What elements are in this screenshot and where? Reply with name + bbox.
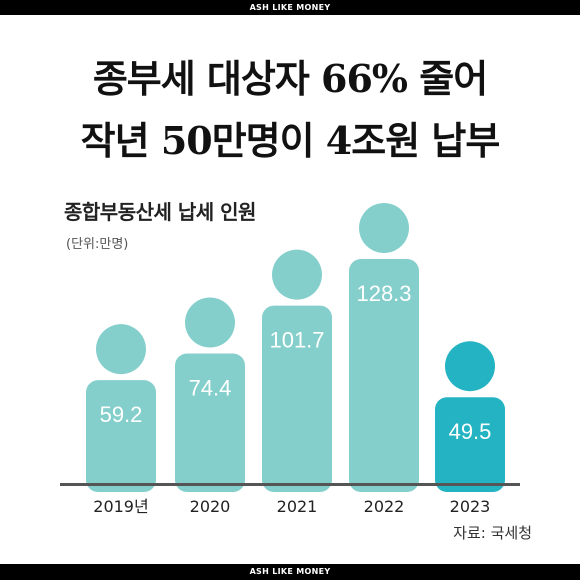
x-tick-label: 2021 — [277, 497, 318, 516]
bar-head-2021 — [272, 249, 322, 300]
chart-title: 종합부동산세 납세 인원 — [64, 200, 256, 224]
source-note: 자료: 국세청 — [453, 524, 532, 542]
bar-2020 — [175, 353, 245, 492]
bar-head-2022 — [359, 203, 409, 253]
bar-2021 — [262, 305, 332, 492]
headline-line-2: 작년 50만명이 4조원 납부 — [80, 118, 501, 163]
value-label: 74.4 — [189, 376, 232, 401]
x-tick-label: 2020 — [190, 497, 231, 516]
x-tick-label: 2022 — [364, 497, 405, 516]
bar-2019년 — [86, 380, 156, 492]
value-label: 128.3 — [356, 281, 411, 306]
value-label: 59.2 — [100, 402, 143, 427]
x-tick-label: 2023 — [450, 497, 491, 516]
x-tick-label: 2019년 — [93, 497, 148, 516]
bar-head-2023 — [445, 341, 495, 392]
value-label: 101.7 — [269, 328, 324, 353]
x-axis-line — [60, 483, 520, 486]
bar-head-2020 — [185, 297, 235, 348]
chart-unit-label: (단위:만명) — [66, 237, 129, 252]
bar-2023 — [435, 397, 505, 492]
top-banner: ASH LIKE MONEY — [0, 0, 580, 15]
headline-line-1: 종부세 대상자 66% 줄어 — [92, 56, 488, 101]
bar-head-2019년 — [96, 324, 146, 375]
bottom-banner: ASH LIKE MONEY — [0, 564, 580, 580]
value-label: 49.5 — [449, 419, 492, 444]
bar-2022 — [349, 259, 419, 492]
